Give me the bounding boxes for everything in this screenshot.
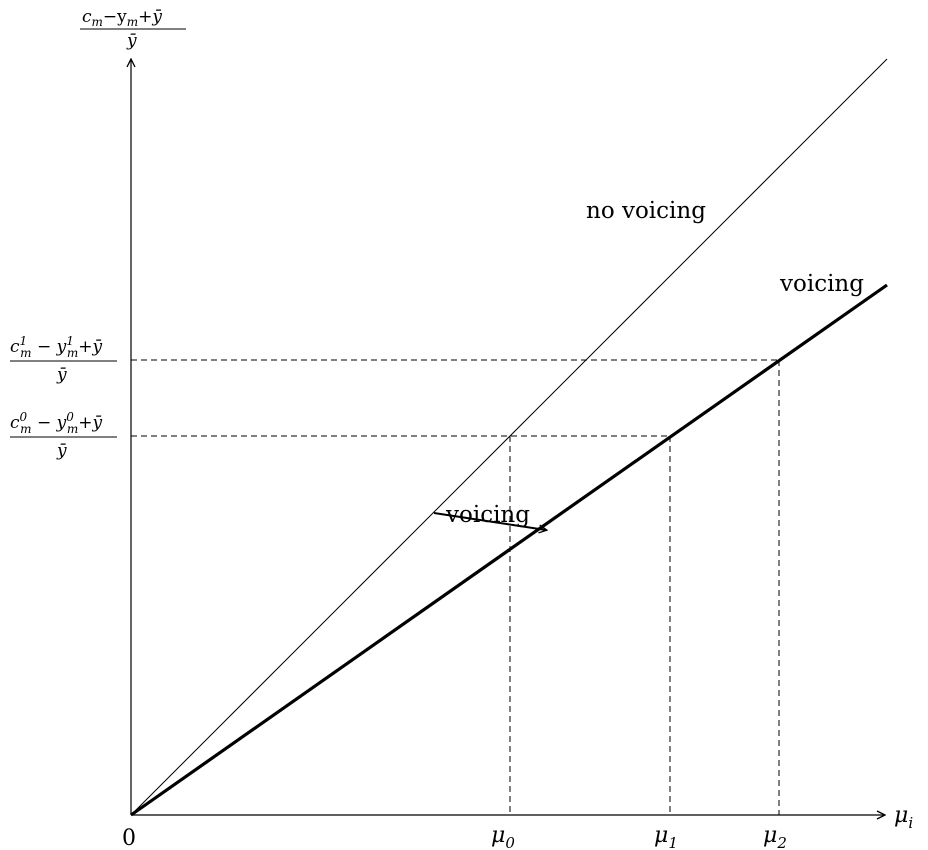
shift-arrow <box>433 512 546 530</box>
x-tick-label-mu2: μ2 <box>763 823 787 850</box>
no-voicing-line <box>130 58 888 816</box>
voicing-line-label: voicing <box>779 271 864 297</box>
svg-text:c1m − y1m+ȳ: c1 m − y1 m+ȳ <box>10 334 103 360</box>
shift-arrow-label: voicing <box>445 502 530 528</box>
y-axis-label: cm−ym+ȳ ȳ <box>80 7 186 51</box>
x-tick-label-mu1: μ1 <box>654 823 678 850</box>
y-tick-label-level0: c0 m − y0 m+ȳ ȳ <box>10 410 117 461</box>
voicing-line <box>130 283 888 817</box>
y-tick-label-level1: c1 m − y1 m+ȳ ȳ <box>10 334 117 385</box>
svg-text:c0m − y0m+ȳ: c0 m − y0 m+ȳ <box>10 410 103 436</box>
x-axis-label: μi <box>894 803 913 832</box>
svg-text:ȳ: ȳ <box>56 441 67 461</box>
svg-text:ȳ: ȳ <box>56 365 67 385</box>
x-tick-label-mu0: μ0 <box>491 823 515 850</box>
origin-label: 0 <box>122 826 136 850</box>
svg-text:ȳ: ȳ <box>126 31 137 51</box>
svg-text:cm−ym+ȳ: cm−ym+ȳ <box>82 7 162 29</box>
no-voicing-label: no voicing <box>586 198 706 224</box>
